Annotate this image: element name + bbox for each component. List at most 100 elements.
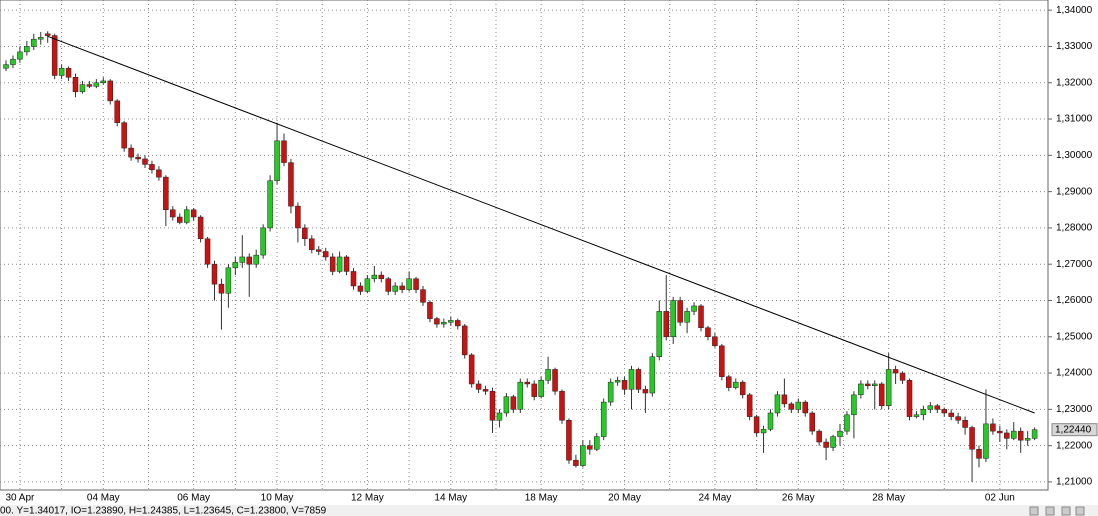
toolbar-icon[interactable] [1045, 506, 1055, 516]
candle-body [691, 305, 697, 312]
candle-body [628, 369, 635, 390]
last-price-box [1051, 423, 1098, 437]
x-tick-label: 28 May [872, 493, 905, 504]
x-tick-label: 02 Jun [985, 493, 1015, 504]
candle-body [941, 409, 947, 414]
candle-body [93, 82, 100, 87]
candle-body [531, 383, 537, 397]
y-tick-label: 1,27000 [1056, 259, 1093, 270]
candle-body [170, 209, 176, 218]
candle-body [246, 256, 252, 265]
candle-body [406, 278, 412, 290]
x-tick-label: 12 May [351, 493, 384, 504]
candle-body [183, 209, 190, 223]
y-tick-label: 1,24000 [1056, 368, 1093, 379]
candle-body [329, 256, 336, 272]
candle-body [788, 403, 795, 410]
candle-body [218, 283, 225, 294]
candle-body [163, 176, 169, 211]
candle-body [517, 381, 524, 410]
candle-body [899, 372, 906, 381]
candle-body [573, 459, 579, 466]
candle-body [524, 381, 530, 385]
candle-body [503, 396, 510, 414]
status-bar [0, 505, 1098, 516]
candle-body [816, 430, 822, 443]
candle-body [774, 394, 781, 414]
plot-area [0, 0, 1049, 491]
candle-body [455, 320, 461, 327]
candle-body [211, 263, 218, 285]
candle-body [746, 394, 753, 417]
candle-body [448, 320, 454, 323]
candle-body [121, 122, 127, 149]
candle-body [225, 267, 232, 294]
candle-body [149, 164, 155, 171]
candle-body [684, 311, 690, 323]
candle-body [552, 369, 558, 392]
candle-body [51, 35, 58, 76]
candle-body [190, 209, 197, 218]
candle-body [872, 383, 878, 387]
candle-body [795, 401, 802, 410]
y-tick-label: 1,23000 [1056, 404, 1093, 415]
candle-body [427, 302, 433, 319]
candle-body [677, 300, 683, 323]
candle-body [830, 436, 836, 448]
candle-body [642, 389, 649, 394]
candle-body [698, 305, 704, 328]
candle-body [316, 249, 322, 252]
candle-body [392, 285, 398, 292]
candle-body [364, 278, 371, 292]
candle-body [594, 436, 600, 450]
candle-body [350, 271, 357, 287]
candle-body [309, 238, 315, 250]
candle-body [204, 238, 211, 265]
candle-body [86, 84, 93, 87]
y-tick-label: 1,34000 [1056, 5, 1093, 16]
candle-body [739, 381, 746, 396]
candle-body [1024, 438, 1031, 441]
x-tick-label: 30 Apr [5, 493, 35, 504]
candle-body [10, 58, 16, 65]
candle-body [475, 383, 482, 390]
toolbar-icon[interactable] [1061, 506, 1071, 516]
candle-body [865, 383, 871, 387]
candle-body [357, 285, 364, 292]
candle-body [885, 369, 892, 406]
candle-body [753, 416, 760, 434]
candle-body [100, 80, 107, 83]
candle-body [322, 251, 329, 258]
candle-body [441, 322, 447, 325]
candle-body [858, 383, 864, 396]
candle-body [135, 156, 141, 160]
candle-body [767, 412, 774, 430]
y-tick-label: 1,33000 [1056, 41, 1093, 52]
candle-body [38, 37, 44, 40]
candle-body [1017, 430, 1024, 441]
x-tick-label: 14 May [434, 493, 467, 504]
candle-body [621, 380, 628, 390]
candle-body [1004, 432, 1010, 439]
candle-body [566, 419, 572, 461]
candle-body [107, 80, 113, 102]
candle-body [906, 380, 913, 417]
x-tick-label: 10 May [261, 493, 294, 504]
candle-body [128, 147, 134, 158]
y-tick-label: 1,22000 [1056, 440, 1093, 451]
candle-body [288, 162, 294, 207]
candle-body [177, 216, 183, 223]
candle-body [72, 77, 79, 93]
toolbar-icon[interactable] [1029, 506, 1039, 516]
candle-body [281, 140, 287, 163]
candle-body [649, 356, 656, 394]
candle-body [712, 336, 718, 347]
toolbar-icon[interactable] [1075, 506, 1085, 516]
candle-body [461, 325, 468, 356]
candle-body [614, 380, 621, 383]
candle-body [17, 51, 23, 60]
candle-body [781, 394, 788, 405]
candle-body [962, 419, 968, 428]
last-price-label: 1,22440 [1055, 424, 1092, 435]
